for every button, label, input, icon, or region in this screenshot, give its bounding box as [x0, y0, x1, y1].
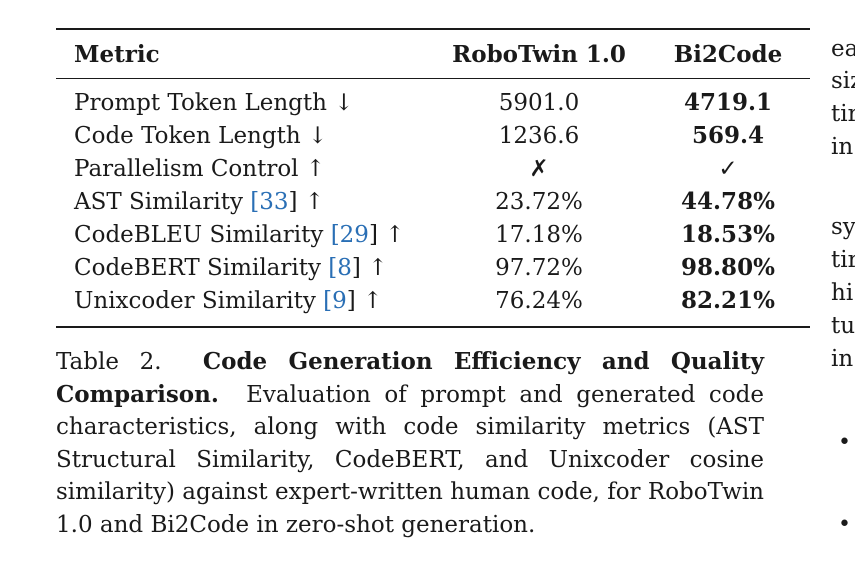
robotwin-value: 97.72% — [495, 254, 583, 281]
caption-label: Table 2. — [56, 349, 162, 375]
side-text-fragment: siz — [831, 68, 855, 94]
metric-cell: Prompt Token Length ↓ — [56, 79, 432, 120]
citation-link[interactable]: 9 — [332, 287, 347, 314]
metric-name: Parallelism Control — [74, 155, 299, 182]
comparison-table: Metric RoboTwin 1.0 Bi2Code Prompt Token… — [56, 28, 810, 328]
metric-cell: Parallelism Control ↑ — [56, 152, 432, 185]
direction-arrow-icon: ↑ — [304, 188, 325, 215]
metric-cell: Unixcoder Similarity [9] ↑ — [56, 284, 432, 327]
bi2code-value: 4719.1 — [683, 89, 773, 116]
side-text-fragment: tu — [831, 313, 855, 339]
metric-name: Prompt Token Length — [74, 89, 327, 116]
robotwin-value: 23.72% — [495, 188, 583, 215]
bi2code-value: 82.21% — [681, 287, 775, 314]
side-text-fragment: in — [831, 134, 854, 160]
side-text-fragment: hi — [831, 280, 854, 306]
table-caption: Table 2. Code Generation Efficiency and … — [56, 346, 764, 541]
metric-name: CodeBERT Similarity — [74, 254, 321, 281]
side-bullet: • — [838, 430, 851, 455]
side-text-fragment: tir — [831, 247, 855, 273]
citation-link[interactable]: 29 — [339, 221, 369, 248]
table-header-row: Metric RoboTwin 1.0 Bi2Code — [56, 29, 810, 79]
direction-arrow-icon: ↑ — [305, 155, 326, 182]
table-row: CodeBERT Similarity [8] ↑ 97.72% 98.80% — [56, 251, 810, 284]
side-bullet: • — [838, 512, 851, 537]
metric-cell: CodeBLEU Similarity [29] ↑ — [56, 218, 432, 251]
table-row: Parallelism Control ↑ ✗ ✓ — [56, 152, 810, 185]
header-robotwin: RoboTwin 1.0 — [452, 40, 626, 68]
citation-bracket: [ — [250, 188, 260, 215]
table-row: CodeBLEU Similarity [29] ↑ 17.18% 18.53% — [56, 218, 810, 251]
side-text-fragment: ea — [831, 36, 855, 62]
robotwin-value: ✗ — [529, 155, 549, 182]
citation-bracket: ] — [368, 221, 378, 248]
table-body: Prompt Token Length ↓ 5901.0 4719.1 Code To… — [56, 79, 810, 327]
citation-bracket: ] — [288, 188, 298, 215]
bi2code-value: 569.4 — [691, 122, 765, 149]
caption-text: Evaluation of prompt and generated code … — [56, 381, 765, 538]
bi2code-value: 18.53% — [681, 221, 775, 248]
metric-cell: Code Token Length ↓ — [56, 119, 432, 152]
metric-cell: AST Similarity [33] ↑ — [56, 185, 432, 218]
robotwin-value: 1236.6 — [498, 122, 580, 149]
robotwin-value: 76.24% — [495, 287, 583, 314]
direction-arrow-icon: ↓ — [307, 122, 328, 149]
robotwin-value: 5901.0 — [498, 89, 580, 116]
side-text-fragment: tir — [831, 101, 855, 127]
citation-bracket: [ — [328, 254, 338, 281]
citation-link[interactable]: 33 — [259, 188, 289, 215]
citation-bracket: [ — [323, 287, 333, 314]
caption-title: Code Generation Efficiency and Quality C… — [56, 348, 764, 408]
direction-arrow-icon: ↑ — [368, 254, 388, 281]
robotwin-value: 17.18% — [495, 221, 583, 248]
metric-name: CodeBLEU Similarity — [74, 221, 324, 248]
table-row: Unixcoder Similarity [9] ↑ 76.24% 82.21% — [56, 284, 810, 327]
metric-name: Unixcoder Similarity — [74, 287, 316, 314]
citation-link[interactable]: 8 — [337, 254, 352, 281]
direction-arrow-icon: ↑ — [363, 287, 383, 314]
table-row: AST Similarity [33] ↑ 23.72% 44.78% — [56, 185, 810, 218]
table-row: Prompt Token Length ↓ 5901.0 4719.1 — [56, 79, 810, 120]
citation-bracket: ] — [346, 287, 356, 314]
header-metric: Metric — [74, 40, 160, 68]
comparison-table-container: Metric RoboTwin 1.0 Bi2Code Prompt Token… — [56, 28, 810, 328]
citation-bracket: [ — [330, 221, 340, 248]
metric-name: Code Token Length — [74, 122, 301, 149]
bi2code-value: 44.78% — [681, 188, 775, 215]
metric-name: AST Similarity — [74, 188, 243, 215]
side-text-fragment: in — [831, 346, 854, 372]
table-row: Code Token Length ↓ 1236.6 569.4 — [56, 119, 810, 152]
citation-bracket: ] — [351, 254, 361, 281]
metric-cell: CodeBERT Similarity [8] ↑ — [56, 251, 432, 284]
direction-arrow-icon: ↑ — [385, 221, 405, 248]
side-text-fragment: sy — [831, 214, 855, 240]
header-bi2code: Bi2Code — [673, 40, 783, 68]
direction-arrow-icon: ↓ — [334, 89, 354, 116]
bi2code-value: 98.80% — [681, 254, 775, 281]
bi2code-value: ✓ — [718, 155, 738, 182]
